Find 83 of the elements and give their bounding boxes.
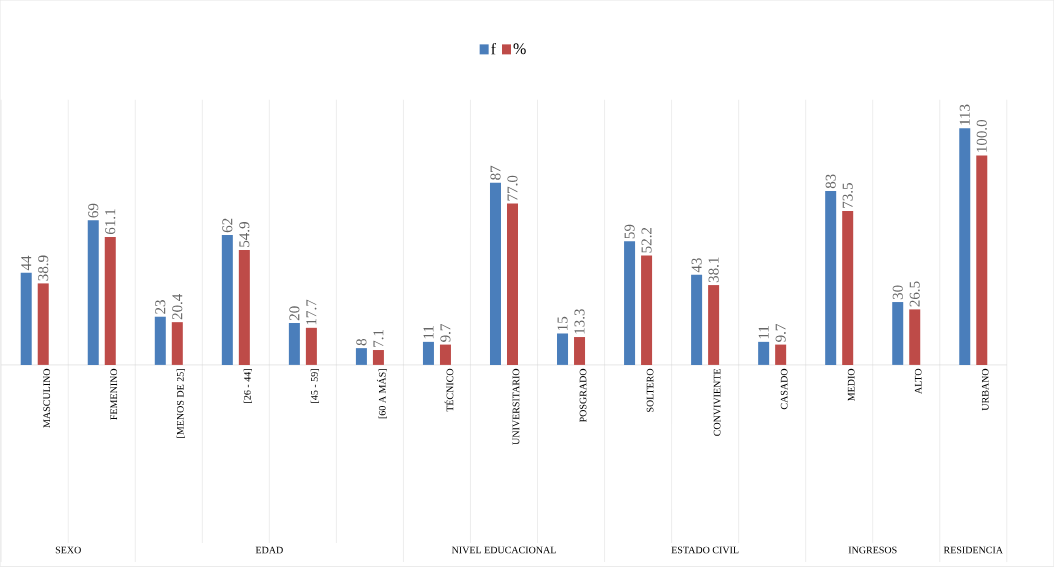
data-label: 38.1	[708, 257, 719, 283]
bar	[641, 255, 653, 366]
data-label: 23	[155, 300, 166, 314]
data-label: 61.1	[105, 209, 116, 235]
bar	[372, 350, 384, 366]
bar	[37, 283, 49, 366]
x-tick-label: MEDIO	[847, 368, 855, 402]
x-tick-label: [60 A MÁS]	[376, 369, 387, 419]
x-tick-label: CONVIVIENTE	[713, 369, 721, 436]
x-tick-label: [26 - 44]	[243, 369, 252, 403]
text: INGRESOS	[848, 546, 897, 554]
x-tick-label: [MENOS DE 25]	[176, 369, 185, 438]
bar	[238, 250, 250, 366]
data-label: 7.1	[373, 330, 384, 347]
x-tick-label: POSGRADO	[579, 368, 587, 423]
x-tick-label: UNIVERSITARIO	[512, 368, 520, 445]
bar	[775, 344, 787, 366]
bar	[909, 309, 921, 366]
bar	[842, 211, 854, 366]
bar	[305, 327, 317, 366]
data-label: 77.0	[507, 175, 518, 201]
data-label: 44	[21, 255, 32, 271]
data-label: 100.0	[976, 120, 987, 153]
legend-label: f	[491, 43, 496, 55]
data-label: 13.3	[574, 309, 585, 334]
data-label: 11	[758, 326, 769, 339]
text: EDAD	[255, 546, 283, 554]
text: ESTADO CIVIL	[671, 546, 739, 554]
data-label: 8	[356, 339, 367, 346]
data-label: 73.5	[842, 183, 853, 208]
x-tick-label: ALTO	[914, 368, 922, 395]
bar	[221, 235, 233, 366]
x-tick-label: [45 - 59]	[310, 369, 320, 403]
bar	[976, 155, 988, 366]
data-label: 11	[423, 326, 434, 339]
data-label: 17.7	[306, 299, 317, 325]
data-label: 87	[490, 166, 501, 180]
text: NIVEL EDUCACIONAL	[451, 546, 556, 554]
bar	[171, 322, 183, 366]
bar	[691, 274, 703, 366]
x-tick-label: SOLTERO	[646, 368, 654, 413]
bar	[104, 237, 116, 366]
bar	[154, 316, 166, 366]
bar	[288, 323, 300, 366]
data-label: 59	[624, 224, 635, 239]
data-label: 83	[825, 174, 836, 189]
data-label: 9.7	[775, 324, 786, 343]
bar	[708, 285, 720, 366]
bar	[355, 348, 367, 366]
data-label: 38.9	[38, 255, 49, 281]
bar	[489, 182, 501, 366]
bar	[825, 191, 837, 366]
bar	[422, 342, 434, 366]
data-label: 15	[557, 316, 568, 331]
bar	[439, 344, 451, 366]
text: SEXO	[55, 546, 81, 554]
x-tick-label: MASCULINO	[43, 368, 51, 428]
bar	[574, 337, 586, 366]
data-label: 20.4	[172, 294, 183, 320]
x-tick-label: URBANO	[981, 368, 989, 411]
data-label: 62	[222, 218, 233, 233]
bar	[892, 302, 904, 366]
data-label: 9.7	[440, 324, 451, 343]
bar	[87, 220, 99, 366]
data-label: 113	[959, 104, 970, 125]
legend-label: %	[513, 43, 526, 55]
x-tick-label: TÉCNICO	[444, 368, 454, 412]
bar	[624, 241, 636, 366]
data-label: 69	[88, 203, 99, 218]
data-label: 52.2	[641, 228, 652, 253]
data-label: 20	[289, 306, 300, 321]
bar	[507, 203, 518, 366]
bar	[557, 333, 569, 366]
data-label: 26.5	[909, 281, 920, 307]
bar	[758, 342, 770, 366]
bar	[959, 128, 971, 366]
bar	[20, 272, 32, 366]
x-tick-label: FEMENINO	[110, 368, 118, 420]
text: RESIDENCIA	[943, 546, 1003, 554]
data-label: 43	[691, 258, 702, 273]
data-label: 30	[892, 285, 903, 300]
x-tick-label: CASADO	[780, 368, 788, 410]
data-label: 54.9	[239, 222, 250, 247]
